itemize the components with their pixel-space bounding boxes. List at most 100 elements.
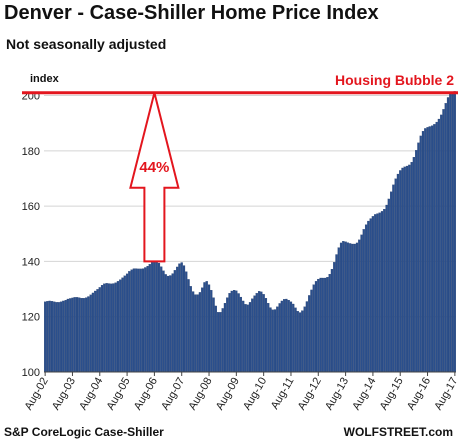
bar xyxy=(178,263,181,373)
bar xyxy=(333,262,336,373)
y-tick-label: 120 xyxy=(22,312,40,324)
bar xyxy=(367,220,370,373)
bar xyxy=(130,269,133,373)
bar xyxy=(242,300,245,373)
bar xyxy=(246,304,249,373)
bar xyxy=(160,266,163,373)
source-note: S&P CoreLogic Case-Shiller xyxy=(4,425,164,439)
bar xyxy=(164,274,167,373)
bar xyxy=(433,124,436,373)
chart-title: Denver - Case-Shiller Home Price Index xyxy=(4,2,379,24)
bar xyxy=(421,131,425,373)
bar xyxy=(430,125,434,373)
bar xyxy=(446,97,450,373)
bar xyxy=(155,260,158,373)
bar xyxy=(146,265,149,373)
bar xyxy=(53,301,56,373)
bar xyxy=(66,298,70,373)
bar xyxy=(223,303,227,373)
bar xyxy=(355,242,359,373)
bar xyxy=(287,299,290,373)
bar xyxy=(253,295,256,373)
bar xyxy=(235,290,238,373)
bar xyxy=(237,293,240,373)
bar xyxy=(269,307,272,373)
bar xyxy=(194,294,197,373)
bar xyxy=(50,301,54,373)
bar xyxy=(337,247,340,373)
x-axis-ticks: Aug-02 Aug-03 Aug-04 Aug-05 Aug-06 Aug-07 Aug-… xyxy=(23,372,459,412)
bar xyxy=(125,273,129,373)
bar xyxy=(289,301,293,373)
x-tick-label: Aug-04 xyxy=(77,376,105,413)
x-tick-label: Aug-15 xyxy=(378,376,406,413)
bar xyxy=(415,150,418,373)
bar xyxy=(182,265,186,373)
bar xyxy=(283,299,286,373)
bar xyxy=(205,281,208,373)
bar xyxy=(144,267,147,373)
bar xyxy=(344,241,347,373)
bar xyxy=(387,198,390,373)
bar xyxy=(185,271,188,373)
increase-percent-label: 44% xyxy=(139,159,169,176)
bar xyxy=(305,301,309,373)
bar xyxy=(328,274,331,373)
bar xyxy=(371,216,375,373)
increase-arrow xyxy=(129,92,180,263)
x-tick-label: Aug-08 xyxy=(186,376,214,413)
bar xyxy=(276,306,279,373)
bar xyxy=(392,184,395,373)
bar xyxy=(100,285,104,373)
bar xyxy=(121,277,124,373)
bar xyxy=(230,290,233,373)
bar xyxy=(176,266,179,373)
bar xyxy=(362,229,365,373)
bar xyxy=(180,262,183,373)
bar xyxy=(153,260,156,373)
bar xyxy=(46,301,49,373)
bar xyxy=(57,302,60,373)
bar xyxy=(271,309,274,373)
bar xyxy=(417,142,420,373)
bar xyxy=(374,214,377,373)
bar xyxy=(157,262,161,373)
x-tick-label: Aug-12 xyxy=(296,376,324,413)
bar xyxy=(321,277,324,373)
x-tick-label: Aug-09 xyxy=(214,376,242,413)
bar xyxy=(257,291,261,373)
bar xyxy=(303,306,306,373)
x-tick-label: Aug-14 xyxy=(350,376,378,413)
x-tick-label: Aug-10 xyxy=(241,376,269,413)
bar xyxy=(203,282,206,373)
bar xyxy=(312,284,315,373)
bar xyxy=(298,312,302,373)
bar xyxy=(317,278,320,373)
bar xyxy=(171,273,174,373)
y-tick-label: 100 xyxy=(22,367,40,379)
bar xyxy=(201,287,204,373)
x-tick-label: Aug-16 xyxy=(405,376,433,413)
bar xyxy=(214,305,217,373)
bar xyxy=(166,275,170,373)
bar xyxy=(437,118,441,373)
bar xyxy=(453,91,456,373)
bar xyxy=(412,157,416,373)
bar xyxy=(239,296,243,373)
bar xyxy=(364,224,368,373)
bar xyxy=(114,282,117,373)
bar xyxy=(87,296,90,373)
bar xyxy=(426,127,429,373)
bar xyxy=(84,297,88,373)
bar xyxy=(55,302,58,373)
x-tick-label: Aug-03 xyxy=(50,376,78,413)
bar xyxy=(294,307,297,373)
bar xyxy=(335,254,338,373)
bar xyxy=(75,297,79,373)
bar xyxy=(141,268,145,373)
bar xyxy=(408,164,411,373)
bar xyxy=(301,310,304,373)
bar xyxy=(314,281,318,373)
bar xyxy=(196,294,199,373)
